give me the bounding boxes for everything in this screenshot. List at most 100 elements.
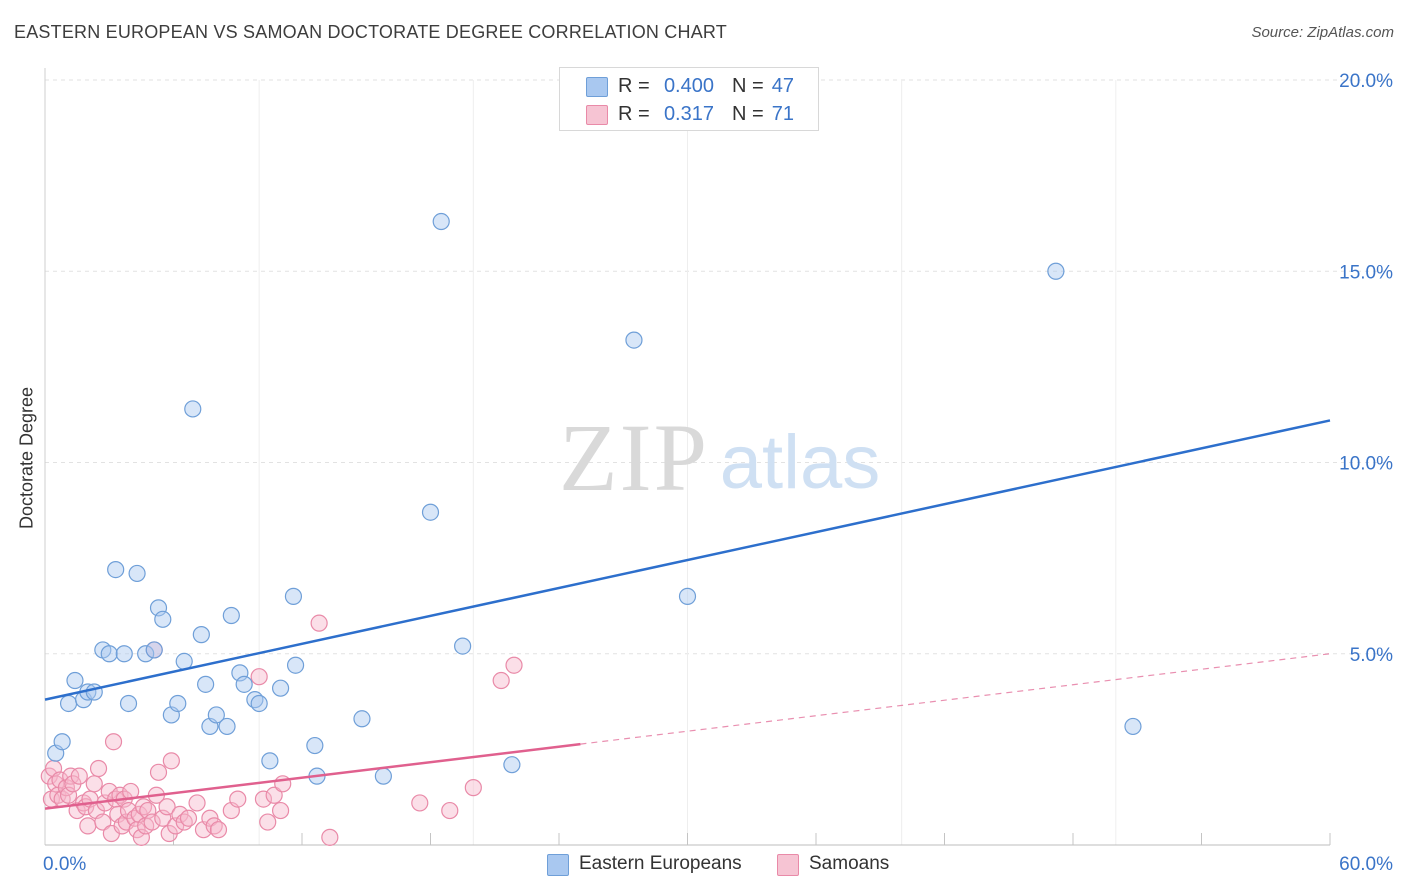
eastern-europeans-point	[145, 641, 163, 659]
legend-label: Eastern Europeans	[579, 853, 742, 874]
eastern-europeans-point	[66, 671, 84, 690]
eastern-europeans-point	[271, 679, 290, 697]
samoans-point	[179, 809, 198, 827]
blue-swatch	[547, 854, 569, 876]
eastern-europeans-point	[169, 694, 187, 713]
eastern-europeans-point	[235, 675, 253, 693]
samoans-point	[250, 668, 268, 686]
eastern-europeans-point	[261, 752, 279, 770]
eastern-europeans-point	[286, 656, 305, 674]
eastern-europeans-point	[250, 694, 268, 713]
eastern-europeans-point	[154, 610, 172, 628]
samoans-point	[265, 786, 283, 804]
eastern-europeans-point	[53, 733, 71, 751]
samoans-trendline	[44, 742, 581, 810]
n-value: 47	[771, 75, 794, 97]
y-tick-label: 15.0%	[1339, 262, 1393, 283]
samoans-point	[310, 614, 328, 632]
eastern-europeans-point	[107, 560, 125, 579]
eastern-europeans-point	[432, 212, 450, 231]
samoans-point	[158, 798, 176, 816]
y-axis-label: Doctorate Degree	[16, 386, 37, 530]
r-value: 0.317	[663, 103, 714, 125]
samoans-point	[254, 790, 273, 808]
blue-swatch	[586, 77, 608, 97]
eastern-europeans-point	[128, 564, 146, 583]
y-tick-label: 10.0%	[1339, 454, 1393, 475]
watermark: ZIP atlas	[559, 404, 880, 511]
samoans-point	[321, 828, 339, 846]
eastern-europeans-point	[306, 736, 324, 755]
eastern-europeans-point	[218, 717, 236, 736]
pink-swatch	[777, 854, 799, 876]
samoans-point	[209, 821, 228, 839]
samoans-point	[229, 790, 247, 808]
samoans-point	[441, 801, 459, 820]
eastern-europeans-point	[625, 331, 643, 349]
eastern-europeans-point	[59, 694, 78, 713]
tick-labels: 5.0% 10.0% 15.0% 20.0% 0.0% 60.0%	[43, 71, 1393, 875]
samoans-point	[188, 794, 206, 812]
eastern-europeans-point	[421, 503, 440, 521]
y-tick-label: 5.0%	[1350, 645, 1393, 666]
eastern-europeans-point	[678, 587, 697, 605]
eastern-europeans-point	[374, 767, 392, 785]
eastern-europeans-point	[1124, 717, 1142, 736]
samoans-point	[79, 817, 97, 835]
samoans-point	[85, 775, 103, 793]
samoans-point	[104, 733, 123, 751]
eastern-europeans-points	[47, 212, 1142, 785]
eastern-europeans-point	[197, 675, 215, 693]
trend-lines	[44, 419, 1331, 810]
samoans-point	[143, 813, 161, 831]
n-label: N =	[732, 103, 764, 125]
eastern-europeans-point	[100, 645, 118, 663]
stats-row-samoans: R = 0.317 N = 71	[560, 101, 818, 129]
eastern-europeans-trendline	[44, 419, 1331, 701]
eastern-europeans-point	[85, 683, 103, 701]
axes	[44, 68, 1331, 846]
watermark-atlas: atlas	[720, 420, 881, 505]
eastern-europeans-point	[119, 694, 138, 713]
samoans-point	[70, 767, 88, 785]
eastern-europeans-point	[1047, 262, 1065, 280]
r-value: 0.400	[663, 75, 714, 97]
samoans-point	[464, 779, 482, 797]
eastern-europeans-point	[192, 626, 210, 644]
source-credit: Source: ZipAtlas.com	[1251, 24, 1394, 41]
n-label: N =	[732, 75, 764, 97]
pink-swatch	[586, 105, 608, 125]
samoans-point	[259, 813, 277, 831]
eastern-europeans-point	[184, 400, 202, 418]
n-value: 71	[771, 103, 794, 125]
grid-lines	[45, 79, 1392, 845]
stats-legend: R = 0.400 N = 47 R = 0.317 N = 71	[559, 67, 819, 131]
chart-title: EASTERN EUROPEAN VS SAMOAN DOCTORATE DEG…	[14, 22, 727, 42]
series-legend: Eastern Europeans Samoans	[0, 852, 1406, 878]
eastern-europeans-point	[207, 706, 225, 724]
r-label: R =	[618, 75, 650, 97]
samoans-point	[271, 801, 290, 820]
eastern-europeans-point	[284, 587, 303, 605]
eastern-europeans-point	[503, 756, 521, 774]
watermark-zip: ZIP	[559, 404, 709, 511]
samoans-point	[492, 671, 510, 690]
x-tick-label: 60.0%	[1339, 854, 1393, 875]
y-tick-label: 20.0%	[1339, 71, 1393, 92]
samoans-point	[149, 763, 168, 781]
stats-row-eastern-europeans: R = 0.400 N = 47	[560, 73, 818, 101]
samoans-point	[411, 794, 429, 812]
eastern-europeans-point	[353, 710, 371, 728]
samoans-point	[89, 759, 108, 778]
eastern-europeans-point	[137, 645, 155, 663]
legend-label: Samoans	[809, 853, 890, 874]
samoans-point	[505, 656, 523, 674]
samoans-point	[94, 813, 112, 831]
samoans-trendline-extension	[580, 653, 1331, 745]
eastern-europeans-point	[454, 637, 472, 655]
eastern-europeans-point	[115, 645, 133, 663]
eastern-europeans-point	[222, 606, 240, 625]
x-tick-label: 0.0%	[43, 854, 86, 875]
samoans-point	[162, 752, 180, 770]
